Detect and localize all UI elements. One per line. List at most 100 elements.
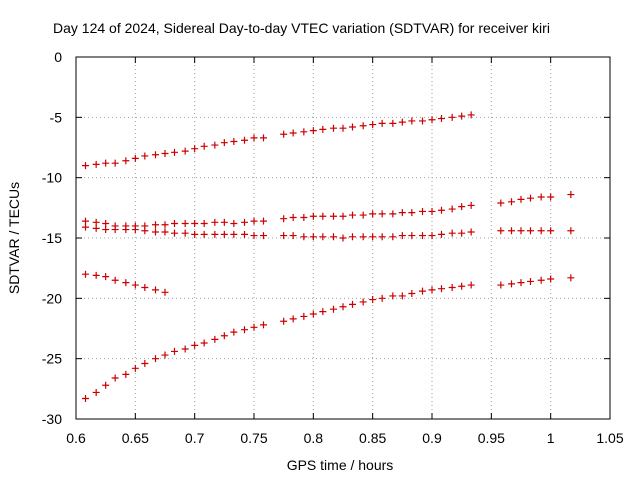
data-point-marker — [458, 229, 466, 237]
data-point-marker — [389, 292, 397, 300]
data-point-marker — [131, 154, 139, 162]
data-point-marker — [378, 119, 386, 127]
data-point-marker — [152, 228, 160, 236]
data-point-marker — [378, 210, 386, 218]
data-point-marker — [111, 226, 119, 234]
data-point-marker — [330, 212, 338, 220]
data-point-marker — [111, 159, 119, 167]
data-point-marker — [200, 230, 208, 238]
data-point-marker — [191, 341, 199, 349]
y-tick-label: -20 — [42, 290, 62, 306]
data-point-marker — [220, 230, 228, 238]
data-point-marker — [220, 332, 228, 340]
data-point-marker — [211, 335, 219, 343]
data-point-marker — [131, 226, 139, 234]
data-point-marker — [131, 364, 139, 372]
data-point-marker — [517, 227, 525, 235]
y-tick-label: -10 — [42, 170, 62, 186]
data-point-marker — [348, 123, 356, 131]
data-point-marker — [309, 310, 317, 318]
data-point-marker — [280, 130, 288, 138]
data-point-marker — [211, 230, 219, 238]
data-point-marker — [330, 233, 338, 241]
y-tick-labels: 0 -5 -10 -15 -20 -25 -30 — [42, 49, 62, 427]
data-point-marker — [437, 230, 445, 238]
data-point-marker — [259, 321, 267, 329]
data-point-marker — [181, 147, 189, 155]
data-point-marker — [537, 276, 545, 284]
data-point-marker — [220, 218, 228, 226]
data-point-marker — [517, 195, 525, 203]
data-point-marker — [369, 121, 377, 129]
y-axis-label: SDTVAR / TECUs — [6, 182, 22, 294]
data-point-marker — [497, 199, 505, 207]
data-point-marker — [92, 271, 100, 279]
data-point-marker — [152, 355, 160, 363]
data-point-marker — [448, 113, 456, 121]
data-point-marker — [319, 233, 327, 241]
data-point-marker — [161, 150, 169, 158]
x-tick-label: 0.8 — [304, 430, 324, 446]
data-point-marker — [319, 212, 327, 220]
data-point-marker — [458, 112, 466, 120]
data-point-marker — [170, 347, 178, 355]
data-point-marker — [339, 234, 347, 242]
data-point-marker — [191, 230, 199, 238]
data-point-marker — [170, 229, 178, 237]
data-point-marker — [92, 388, 100, 396]
data-point-marker — [419, 232, 427, 240]
data-point-marker — [419, 117, 427, 125]
data-point-marker — [230, 230, 238, 238]
data-point-marker — [359, 122, 367, 130]
data-point-marker — [102, 226, 110, 234]
data-point-marker — [419, 207, 427, 215]
data-point-marker — [467, 201, 475, 209]
data-point-marker — [289, 232, 297, 240]
data-point-marker — [280, 215, 288, 223]
data-point-marker — [81, 270, 89, 278]
data-point-marker — [241, 326, 249, 334]
data-point-marker — [547, 227, 555, 235]
data-point-marker — [378, 294, 386, 302]
data-point-marker — [359, 298, 367, 306]
data-point-marker — [467, 111, 475, 119]
data-point-marker — [428, 232, 436, 240]
data-point-marker — [241, 230, 249, 238]
data-point-marker — [389, 119, 397, 127]
data-point-marker — [131, 281, 139, 289]
series-satellite-d — [81, 270, 169, 296]
x-tick-label: 0.85 — [359, 430, 386, 446]
data-point-marker — [211, 218, 219, 226]
data-point-marker — [526, 277, 534, 285]
data-point-marker — [339, 303, 347, 311]
data-point-marker — [181, 345, 189, 353]
data-point-marker — [428, 116, 436, 124]
x-tick-label: 0.6 — [66, 430, 86, 446]
data-point-marker — [448, 205, 456, 213]
chart-title: Day 124 of 2024, Sidereal Day-to-day VTE… — [53, 20, 550, 36]
data-point-marker — [508, 198, 516, 206]
data-point-marker — [497, 281, 505, 289]
data-point-marker — [458, 282, 466, 290]
series-satellite-e — [280, 274, 575, 325]
data-point-marker — [398, 209, 406, 217]
data-point-marker — [250, 323, 258, 331]
data-point-marker — [92, 224, 100, 232]
data-point-marker — [102, 273, 110, 281]
data-point-marker — [508, 227, 516, 235]
data-points — [81, 111, 575, 402]
data-point-marker — [348, 300, 356, 308]
data-point-marker — [309, 127, 317, 135]
data-point-marker — [437, 115, 445, 123]
data-point-marker — [508, 280, 516, 288]
data-point-marker — [250, 134, 258, 142]
data-point-marker — [467, 281, 475, 289]
data-point-marker — [300, 312, 308, 320]
x-tick-label: 1 — [547, 430, 555, 446]
data-point-marker — [170, 220, 178, 228]
data-point-marker — [141, 283, 149, 291]
data-point-marker — [289, 129, 297, 137]
data-point-marker — [230, 328, 238, 336]
data-point-marker — [359, 233, 367, 241]
